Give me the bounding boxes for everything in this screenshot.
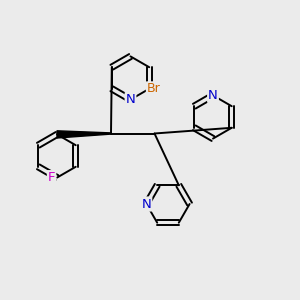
Text: N: N	[142, 197, 151, 211]
Text: N: N	[208, 89, 218, 102]
Polygon shape	[57, 131, 111, 138]
Text: N: N	[126, 93, 135, 106]
Text: F: F	[48, 171, 55, 184]
Text: Br: Br	[147, 82, 160, 95]
